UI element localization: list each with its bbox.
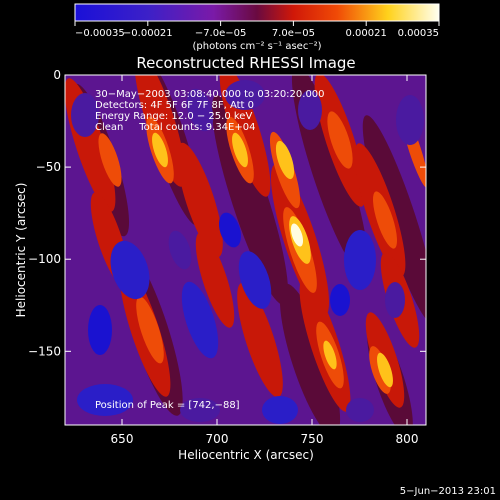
heatmap-blob <box>168 230 192 270</box>
plot-frame <box>64 74 427 426</box>
y-tick-label: 0 <box>53 68 61 82</box>
colorbar-tick-label: −7.0e−05 <box>195 28 247 39</box>
heatmap-blob <box>88 305 112 355</box>
colorbar-tick-label: −0.00021 <box>123 28 173 39</box>
heatmap-blob <box>136 296 164 364</box>
colorbar-units-label: (photons cm⁻² s⁻¹ asec⁻²) <box>192 41 321 52</box>
y-axis-label: Heliocentric Y (arcsec) <box>14 183 28 318</box>
x-tick-label: 650 <box>111 432 134 446</box>
y-tick-label: −150 <box>28 344 61 358</box>
x-axis-ticks: 650 700 750 800 <box>111 75 419 446</box>
heatmap-blob <box>77 384 133 416</box>
x-axis-label: Heliocentric X (arcsec) <box>178 448 314 462</box>
x-tick-label: 750 <box>301 432 324 446</box>
heatmap-blob <box>98 133 122 187</box>
annotation-clean-counts: Clean Total counts: 9.34E+04 <box>95 122 255 133</box>
colorbar-tick-label: 0.00035 <box>398 28 439 39</box>
heatmap-blob <box>186 88 214 132</box>
heatmap-blob <box>195 232 235 328</box>
heatmap-blob <box>177 142 223 258</box>
heatmap-blob <box>181 281 219 359</box>
heatmap-blob <box>180 398 220 422</box>
heatmap-blob <box>362 115 426 325</box>
heatmap-blob <box>71 93 99 137</box>
heatmap-blob <box>232 132 248 168</box>
heatmap-blob <box>327 111 353 169</box>
heatmap-blob <box>346 398 374 422</box>
chart-title: Reconstructed RHESSI Image <box>136 54 355 72</box>
heatmap-blob <box>275 140 295 180</box>
annotation-time-range: 30−May−2003 03:08:40.000 to 03:20:20.000 <box>95 89 325 100</box>
heatmap-blob <box>134 75 186 187</box>
x-tick-label: 800 <box>396 432 419 446</box>
heatmap-image <box>65 75 426 425</box>
heatmap-blob <box>279 283 341 425</box>
heatmap-blob <box>298 90 322 130</box>
heatmap-blob <box>385 282 405 318</box>
heatmap-blob <box>152 132 168 168</box>
heatmap-blob <box>237 282 283 398</box>
heatmap-blob <box>225 80 265 110</box>
heatmap-blob <box>323 340 337 370</box>
heatmap-blob <box>396 95 424 145</box>
heatmap-blob <box>290 223 304 247</box>
heatmap-blob <box>110 240 150 300</box>
heatmap-blob <box>238 251 272 309</box>
x-tick-label: 700 <box>206 432 229 446</box>
heatmap-blob <box>377 352 393 388</box>
colorbar-tick-label: −0.00035 <box>75 28 125 39</box>
heatmap-blob <box>344 230 376 290</box>
heatmap-blob <box>373 191 397 249</box>
heatmap-blob <box>218 212 242 248</box>
date-stamp: 5−Jun−2013 23:01 <box>400 486 496 497</box>
y-axis-ticks: 0 −50 −100 −150 <box>28 68 426 358</box>
annotation-detectors: Detectors: 4F 5F 6F 7F 8F, Att 0 <box>95 100 254 111</box>
colorbar-tick-label: 0.00021 <box>346 28 387 39</box>
peak-position-label: Position of Peak = [742,−88] <box>95 400 240 411</box>
annotation-energy-range: Energy Range: 12.0 − 25.0 keV <box>95 111 252 122</box>
heatmap-blob <box>262 396 298 424</box>
y-tick-label: −100 <box>28 252 61 266</box>
colorbar-tick-label: 7.0e−05 <box>272 28 315 39</box>
heatmap-blob <box>330 284 350 316</box>
colorbar <box>74 3 440 22</box>
colorbar-ticks: −0.00035−0.00021 −7.0e−05 7.0e−05 0.00021 0.… <box>74 21 440 39</box>
y-tick-label: −50 <box>36 160 61 174</box>
